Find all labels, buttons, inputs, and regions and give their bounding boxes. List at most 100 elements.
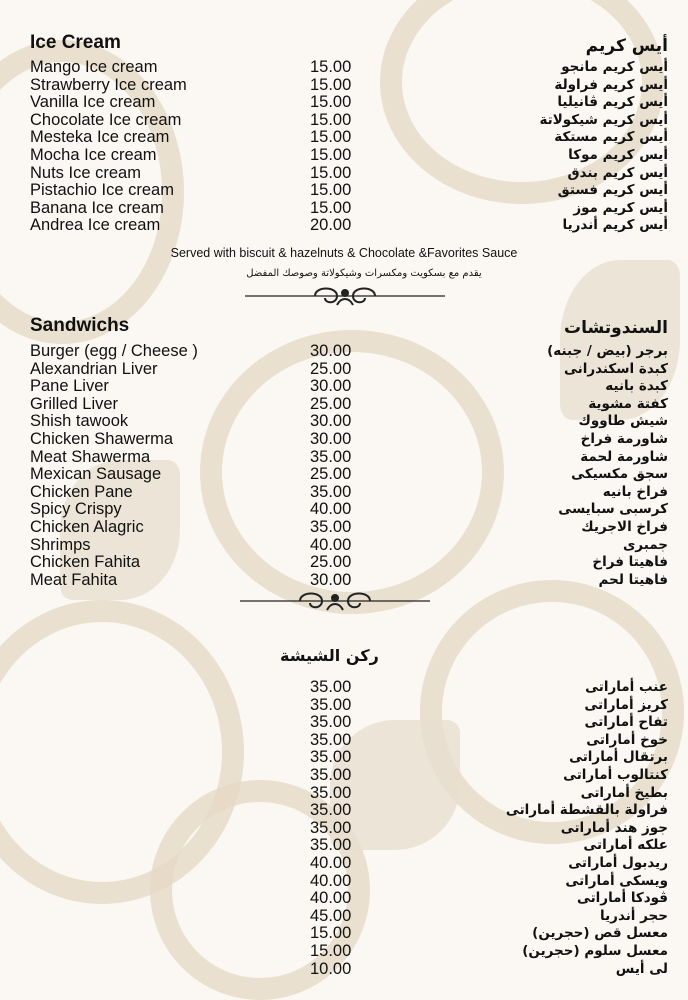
item-price: 35.00 <box>310 695 352 714</box>
item-name-ar: خوخ أماراتى <box>586 731 668 748</box>
menu-item: Meat Shawerma 35.00 شاورمة لحمة <box>0 447 688 467</box>
item-price: 10.00 <box>310 959 352 978</box>
sandwiches-title-ar: السندوتشات <box>564 318 668 338</box>
menu-item: 35.00 برتقال أماراتى <box>0 749 688 767</box>
item-name-en: Mocha Ice cream <box>30 146 157 164</box>
menu-item: 45.00 حجر أندريا <box>0 906 688 926</box>
item-price: 35.00 <box>310 730 352 749</box>
menu-item: Pane Liver 30.00 كبدة بانيه <box>0 378 688 396</box>
item-name-ar: كريز أماراتى <box>584 696 668 713</box>
item-name-en: Shrimps <box>30 535 91 554</box>
item-price: 40.00 <box>310 500 352 519</box>
menu-item: Vanilla Ice cream 15.00 أيس كريم ڤانيليا <box>0 94 688 112</box>
item-name-en: Grilled Liver <box>30 394 119 413</box>
item-name-en: Burger (egg / Cheese ) <box>30 342 198 360</box>
item-name-en: Shish tawook <box>30 412 129 431</box>
item-name-en: Mesteka Ice cream <box>30 128 170 147</box>
menu-item: 10.00 لى أيس <box>0 959 688 979</box>
item-price: 15.00 <box>310 924 352 943</box>
menu-item: Chocolate Ice cream 15.00 أيس كريم شيكولات… <box>0 110 688 130</box>
item-price: 15.00 <box>310 163 352 182</box>
menu-item: 35.00 بطيخ أماراتى <box>0 783 688 803</box>
item-price: 35.00 <box>310 801 352 820</box>
menu-item: 40.00 ويسكى أماراتى <box>0 872 688 891</box>
menu-item: 35.00 خوخ أماراتى <box>0 730 688 750</box>
menu-item: 15.00 معسل سلوم (حجرين) <box>0 942 688 961</box>
menu-item: Chicken Fahita 25.00 فاهيتا فراخ <box>0 554 688 572</box>
item-name-ar: شاورمة لحمة <box>580 448 668 465</box>
ice-cream-title-ar: أيس كريم <box>585 36 668 56</box>
menu-item: 35.00 عنب أماراتى <box>0 678 688 697</box>
served-with-note-en: Served with biscuit & hazelnuts & Chocol… <box>170 246 518 260</box>
item-price: 25.00 <box>310 553 352 572</box>
item-name-ar: ڤودكا أماراتى <box>576 890 668 907</box>
item-price: 25.00 <box>310 465 352 484</box>
menu-item: Chicken Pane 35.00 فراخ بانيه <box>0 483 688 502</box>
item-price: 45.00 <box>310 906 352 925</box>
menu-item: Pistachio Ice cream 15.00 أيس كريم فستق <box>0 182 688 200</box>
item-price: 30.00 <box>310 342 352 360</box>
menu-item: Chicken Alagric 35.00 فراخ الاجريك <box>0 518 688 537</box>
item-name-ar: علكه أماراتى <box>583 837 668 854</box>
item-name-en: Banana Ice cream <box>30 198 164 217</box>
menu-item: Mesteka Ice cream 15.00 أيس كريم مستكة <box>0 129 688 147</box>
menu-item: 40.00 ريدبول أماراتى <box>0 854 688 873</box>
item-price: 35.00 <box>310 678 352 696</box>
item-name-ar: أيس كريم ڤانيليا <box>557 94 668 111</box>
item-name-ar: أيس كريم شيكولاتة <box>539 111 669 128</box>
shisha-title-ar: ركن الشيشة <box>280 646 379 665</box>
item-name-ar: معسل سلوم (حجرين) <box>522 943 668 959</box>
item-name-ar: ويسكى أماراتى <box>565 872 668 889</box>
menu-item: Burger (egg / Cheese ) 30.00 برجر (بيض / ج… <box>0 342 688 361</box>
item-price: 35.00 <box>310 748 352 767</box>
item-price: 15.00 <box>310 198 352 217</box>
item-name-ar: شيش طاووك <box>578 413 668 430</box>
item-price: 15.00 <box>310 146 352 164</box>
menu-item: 35.00 علكه أماراتى <box>0 837 688 855</box>
item-name-ar: أيس كريم أندريا <box>562 217 669 234</box>
item-price: 35.00 <box>310 713 352 732</box>
item-price: 15.00 <box>310 75 352 94</box>
item-price: 15.00 <box>310 110 352 129</box>
item-price: 15.00 <box>310 181 352 200</box>
item-name-ar: فاهيتا فراخ <box>592 554 668 571</box>
item-name-en: Meat Shawerma <box>30 447 151 466</box>
item-name-en: Mango Ice cream <box>30 58 158 76</box>
item-name-en: Strawberry Ice cream <box>30 75 187 94</box>
item-price: 15.00 <box>310 58 352 76</box>
item-price: 30.00 <box>310 430 352 448</box>
item-name-ar: فراخ الاجريك <box>581 519 668 535</box>
item-name-ar: بطيخ أماراتى <box>580 784 668 801</box>
item-name-ar: معسل قص (حجرين) <box>532 925 668 942</box>
sandwiches-title-en: Sandwichs <box>30 315 130 336</box>
item-name-en: Chicken Shawerma <box>30 430 174 448</box>
item-price: 15.00 <box>310 128 352 147</box>
item-price: 35.00 <box>310 766 352 784</box>
menu-item: 35.00 تفاح أماراتى <box>0 714 688 732</box>
ice-cream-title-en: Ice Cream <box>30 32 121 53</box>
menu-item: 35.00 فراولة بالقشطة أماراتى <box>0 802 688 820</box>
item-name-ar: كبدة اسكندرانى <box>563 360 668 377</box>
menu-item: Andrea Ice cream 20.00 أيس كريم أندريا <box>0 217 688 235</box>
item-name-ar: فاهيتا لحم <box>598 571 668 588</box>
item-name-en: Chicken Alagric <box>30 518 144 536</box>
menu-item: Strawberry Ice cream 15.00 أيس كريم فراولة <box>0 75 688 95</box>
menu-item: Shrimps 40.00 جمبرى <box>0 535 688 555</box>
item-name-ar: كرسبى سبايسى <box>558 501 668 518</box>
item-price: 25.00 <box>310 394 352 413</box>
item-name-en: Chocolate Ice cream <box>30 110 182 129</box>
item-price: 35.00 <box>310 818 352 837</box>
menu-item: Chicken Shawerma 30.00 شاورمة فراخ <box>0 430 688 449</box>
item-price: 30.00 <box>310 412 352 431</box>
item-name-en: Pane Liver <box>30 377 109 396</box>
item-name-ar: أيس كريم موز <box>573 199 668 216</box>
menu-item: 35.00 جوز هند أماراتى <box>0 818 688 838</box>
item-price: 35.00 <box>310 783 352 802</box>
menu-item: Spicy Crispy 40.00 كرسبى سبايسى <box>0 501 688 519</box>
item-name-ar: فراولة بالقشطة أماراتى <box>505 802 668 819</box>
menu-item: Mexican Sausage 25.00 سجق مكسيكى <box>0 466 688 484</box>
item-price: 40.00 <box>310 535 352 554</box>
item-name-ar: كنتالوب أماراتى <box>563 767 668 783</box>
item-price: 30.00 <box>310 377 352 396</box>
item-name-ar: أيس كريم بندق <box>567 164 668 181</box>
